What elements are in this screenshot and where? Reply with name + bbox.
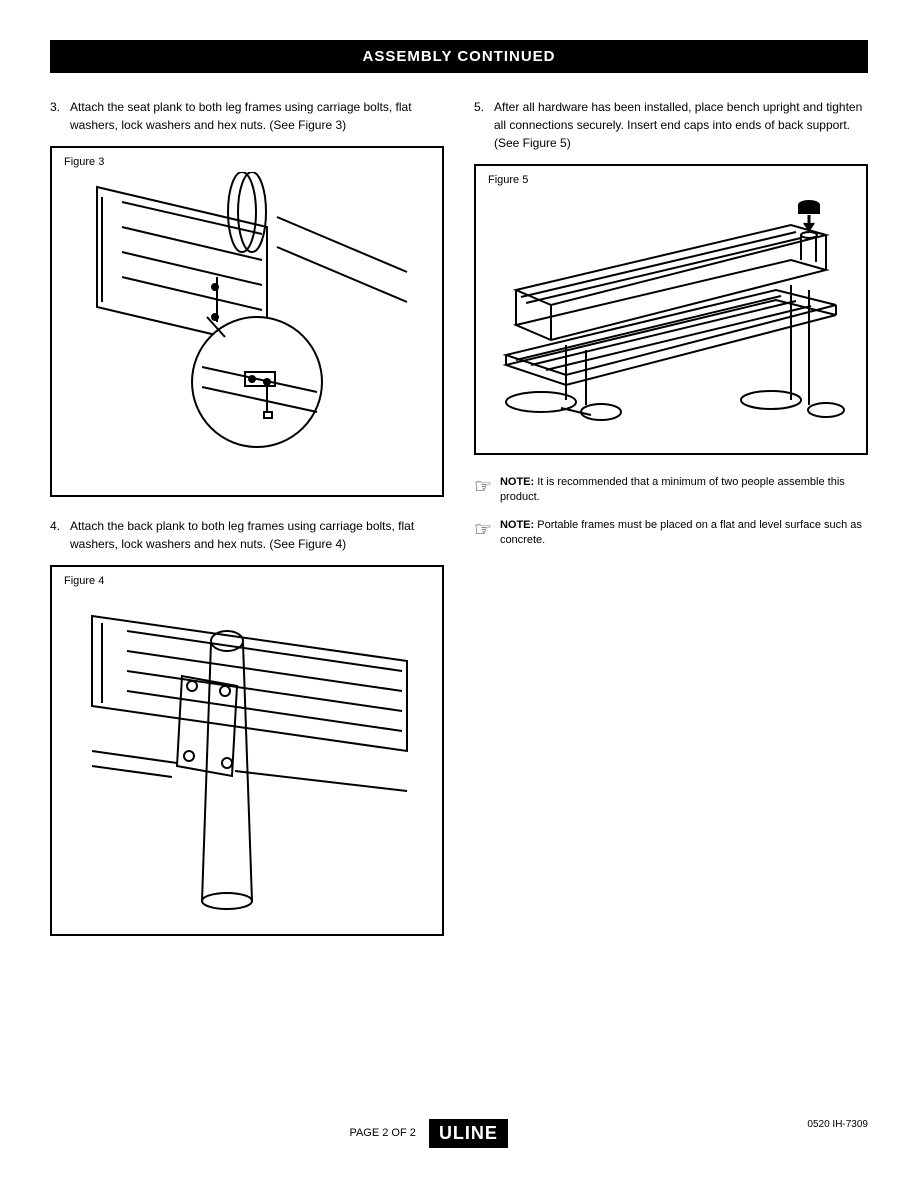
left-column: 3.Attach the seat plank to both leg fram… — [50, 98, 444, 956]
step-body: Attach the seat plank to both leg frames… — [70, 100, 412, 132]
page-footer: PAGE 2 OF 2 ULINE 0520 IH-7309 — [50, 1119, 868, 1148]
step-body: After all hardware has been installed, p… — [494, 100, 862, 150]
figure-5-illustration — [491, 190, 851, 440]
note-2-row: ☞ NOTE: Portable frames must be placed o… — [474, 518, 868, 549]
note-2-text: NOTE: Portable frames must be placed on … — [500, 518, 868, 549]
content-columns: 3.Attach the seat plank to both leg fram… — [50, 98, 868, 956]
note-label: NOTE: — [500, 476, 534, 488]
figure-4-illustration — [77, 591, 417, 921]
figure-5-box: Figure 5 — [474, 164, 868, 455]
uline-logo: ULINE — [429, 1119, 508, 1148]
step-number: 4. — [50, 517, 70, 535]
note-1-row: ☞ NOTE: It is recommended that a minimum… — [474, 475, 868, 506]
figure-3-illustration — [77, 172, 417, 482]
section-title-bar: ASSEMBLY CONTINUED — [50, 40, 868, 73]
note-body: It is recommended that a minimum of two … — [500, 476, 845, 503]
note-label: NOTE: — [500, 519, 534, 531]
figure-3-label: Figure 3 — [60, 156, 434, 168]
step-4-text: 4.Attach the back plank to both leg fram… — [50, 517, 444, 553]
note-body: Portable frames must be placed on a flat… — [500, 519, 862, 546]
note-1-text: NOTE: It is recommended that a minimum o… — [500, 475, 868, 506]
right-column: 5.After all hardware has been installed,… — [474, 98, 868, 956]
step-body: Attach the back plank to both leg frames… — [70, 519, 414, 551]
step-3-text: 3.Attach the seat plank to both leg fram… — [50, 98, 444, 134]
footer-doc-ref: 0520 IH-7309 — [807, 1119, 868, 1130]
step-number: 3. — [50, 98, 70, 116]
pointing-hand-icon: ☞ — [474, 520, 492, 540]
step-number: 5. — [474, 98, 494, 116]
page-number: PAGE 2 OF 2 — [349, 1127, 415, 1139]
step-5-text: 5.After all hardware has been installed,… — [474, 98, 868, 152]
figure-4-box: Figure 4 — [50, 565, 444, 936]
figure-4-label: Figure 4 — [60, 575, 434, 587]
pointing-hand-icon: ☞ — [474, 477, 492, 497]
figure-5-label: Figure 5 — [484, 174, 858, 186]
figure-3-box: Figure 3 — [50, 146, 444, 497]
